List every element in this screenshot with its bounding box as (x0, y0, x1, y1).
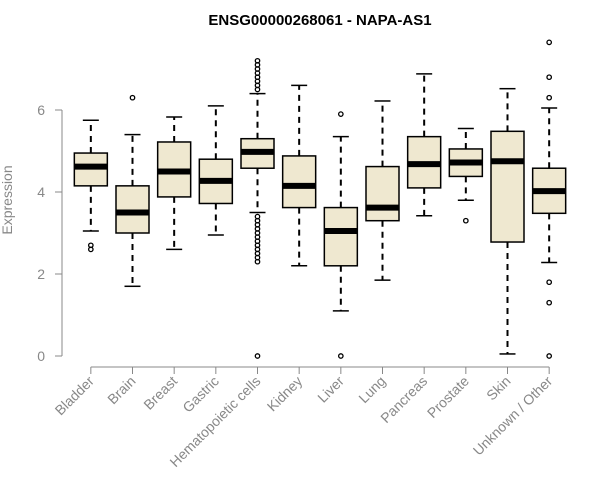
box-brain (115, 94, 150, 288)
box-pancreas (406, 73, 442, 217)
outlier-point (337, 353, 344, 359)
box-bladder (73, 119, 109, 253)
box-iqr (281, 155, 317, 209)
category-label: Breast (140, 373, 180, 413)
box-prostate (448, 127, 484, 224)
outlier-point (129, 94, 136, 101)
category-label: Kidney (264, 373, 306, 415)
box-unknown-other (531, 39, 567, 359)
category-label: Unknown / Other (470, 373, 556, 459)
box-iqr (323, 206, 359, 267)
outlier-point (546, 353, 553, 359)
outlier-point (254, 353, 261, 359)
box-gastric (198, 105, 234, 236)
category-label: Brain (104, 373, 138, 407)
box-iqr (115, 185, 150, 234)
y-tick-label: 0 (37, 348, 45, 364)
chart-title: ENSG00000268061 - NAPA-AS1 (208, 12, 431, 29)
category-label: Liver (314, 373, 347, 406)
box-breast (156, 116, 192, 251)
y-tick-label: 6 (37, 102, 45, 118)
outlier-point (546, 94, 553, 101)
y-axis-label: Expression (0, 165, 15, 234)
axes: 0 2 4 6 (37, 102, 550, 374)
category-label: Bladder (52, 373, 98, 419)
boxes (73, 39, 567, 359)
outlier-point (254, 57, 261, 64)
outlier-point (87, 242, 94, 249)
box-lung (365, 100, 400, 281)
category-label: Prostate (424, 373, 472, 421)
y-tick-label: 4 (37, 184, 45, 200)
box-liver (323, 111, 359, 359)
outlier-point (546, 279, 553, 286)
outlier-point (462, 217, 469, 224)
outlier-point (337, 111, 344, 117)
y-tick-label: 2 (37, 266, 45, 282)
outlier-point (546, 299, 553, 306)
category-label: Lung (355, 373, 388, 406)
box-hematopoietic-cells (240, 57, 275, 359)
box-iqr (490, 130, 525, 243)
outlier-point (546, 74, 553, 81)
box-iqr (365, 165, 400, 222)
box-skin (490, 87, 525, 355)
outlier-point (254, 213, 261, 220)
category-label: Skin (483, 373, 514, 404)
outlier-point (546, 39, 553, 46)
box-kidney (281, 84, 317, 267)
